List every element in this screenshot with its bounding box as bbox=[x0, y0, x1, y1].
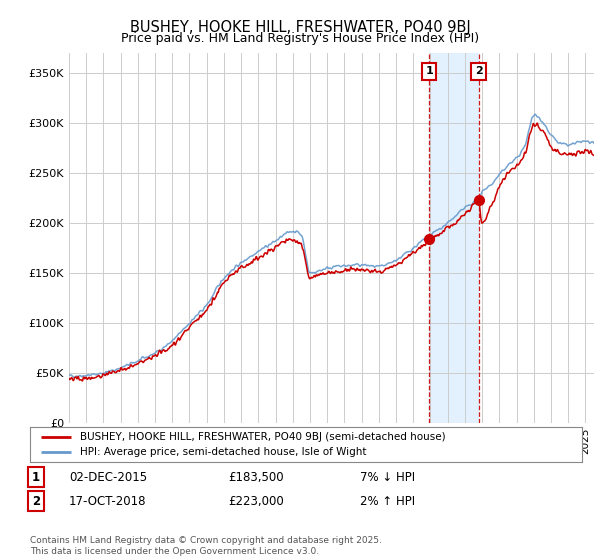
Bar bbox=[429, 53, 478, 423]
Text: £223,000: £223,000 bbox=[228, 494, 284, 508]
Text: HPI: Average price, semi-detached house, Isle of Wight: HPI: Average price, semi-detached house,… bbox=[80, 447, 366, 457]
Text: BUSHEY, HOOKE HILL, FRESHWATER, PO40 9BJ: BUSHEY, HOOKE HILL, FRESHWATER, PO40 9BJ bbox=[130, 20, 470, 35]
Text: Price paid vs. HM Land Registry's House Price Index (HPI): Price paid vs. HM Land Registry's House … bbox=[121, 32, 479, 45]
Text: 02-DEC-2015: 02-DEC-2015 bbox=[69, 470, 147, 484]
Text: 1: 1 bbox=[32, 470, 40, 484]
Text: 2: 2 bbox=[475, 66, 482, 76]
Text: 2% ↑ HPI: 2% ↑ HPI bbox=[360, 494, 415, 508]
Text: £183,500: £183,500 bbox=[228, 470, 284, 484]
Text: BUSHEY, HOOKE HILL, FRESHWATER, PO40 9BJ (semi-detached house): BUSHEY, HOOKE HILL, FRESHWATER, PO40 9BJ… bbox=[80, 432, 445, 442]
Text: 17-OCT-2018: 17-OCT-2018 bbox=[69, 494, 146, 508]
Text: Contains HM Land Registry data © Crown copyright and database right 2025.
This d: Contains HM Land Registry data © Crown c… bbox=[30, 536, 382, 556]
Text: 1: 1 bbox=[425, 66, 433, 76]
Text: 2: 2 bbox=[32, 494, 40, 508]
Text: 7% ↓ HPI: 7% ↓ HPI bbox=[360, 470, 415, 484]
